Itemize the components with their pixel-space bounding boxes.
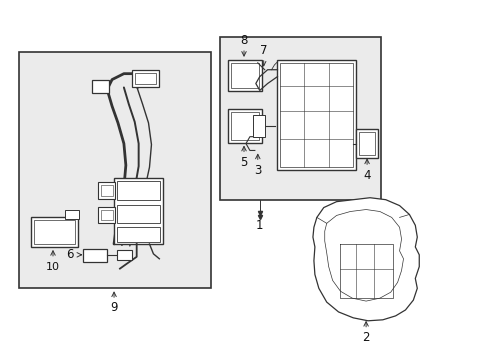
Text: 3: 3: [254, 164, 261, 177]
Bar: [114, 178, 163, 244]
Bar: [117, 204, 160, 223]
Polygon shape: [312, 198, 418, 321]
Text: 10: 10: [46, 262, 60, 272]
Bar: [356, 129, 377, 158]
Bar: [117, 181, 160, 200]
Bar: [231, 112, 258, 140]
Text: 9: 9: [110, 301, 118, 315]
Bar: [117, 227, 160, 242]
Bar: [228, 60, 261, 91]
Text: 2: 2: [362, 331, 369, 344]
Bar: [277, 60, 356, 170]
Bar: [92, 80, 109, 93]
Bar: [34, 220, 75, 244]
Bar: [252, 115, 264, 137]
Bar: [135, 73, 156, 85]
Bar: [31, 217, 78, 247]
Bar: [280, 63, 352, 167]
Text: 6: 6: [66, 248, 73, 261]
Bar: [98, 207, 115, 223]
Bar: [101, 210, 113, 220]
Bar: [101, 185, 113, 196]
Bar: [82, 249, 107, 262]
Text: 7: 7: [260, 44, 267, 57]
Bar: [65, 210, 79, 219]
Bar: [228, 109, 261, 143]
Bar: [19, 52, 210, 288]
Bar: [220, 37, 380, 200]
Bar: [131, 70, 159, 87]
Bar: [98, 182, 115, 199]
Bar: [231, 63, 258, 89]
Bar: [117, 250, 131, 260]
Text: 1: 1: [256, 219, 263, 232]
Text: 8: 8: [240, 34, 247, 47]
Text: 5: 5: [240, 156, 247, 169]
Text: 4: 4: [363, 168, 370, 181]
Bar: [359, 132, 374, 156]
